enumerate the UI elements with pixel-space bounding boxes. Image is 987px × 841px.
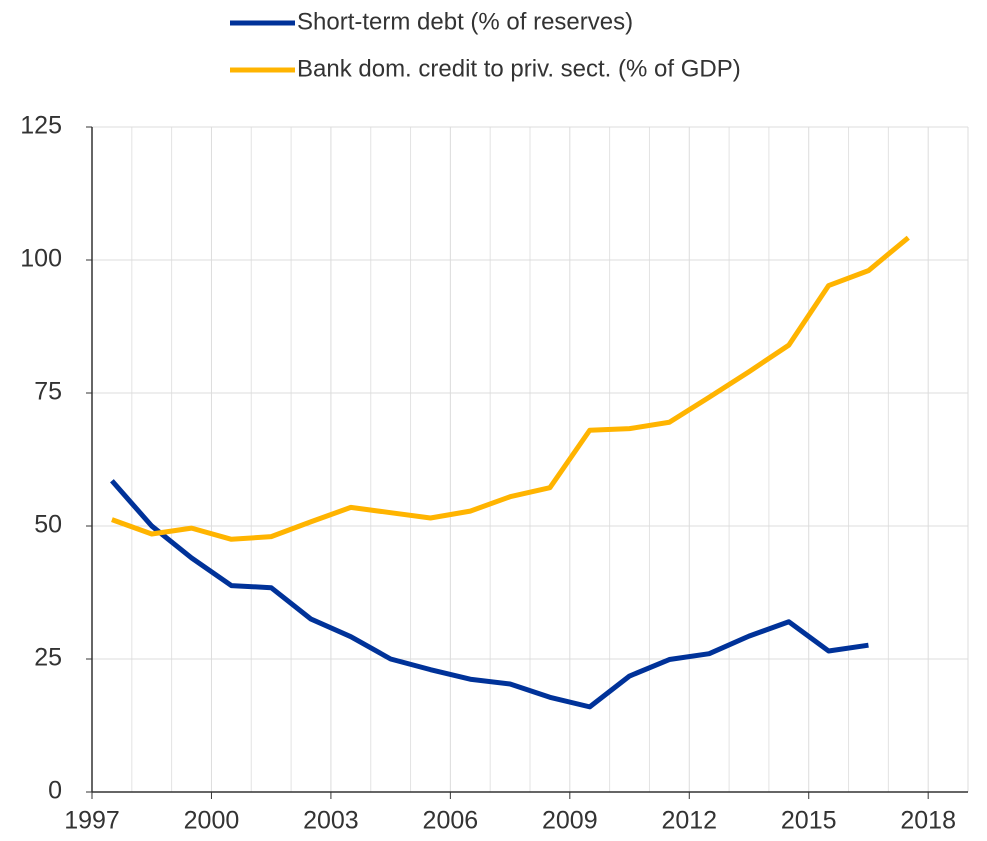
series-line <box>111 235 910 542</box>
y-tick-label: 125 <box>20 112 62 140</box>
series-line <box>110 479 869 710</box>
x-tick-label: 1997 <box>64 807 120 835</box>
y-tick-label: 50 <box>34 511 62 539</box>
x-tick-label: 2012 <box>661 807 717 835</box>
y-tick-label: 25 <box>34 644 62 672</box>
legend-label: Bank dom. credit to priv. sect. (% of GD… <box>297 55 741 82</box>
x-tick-label: 2006 <box>423 807 479 835</box>
legend-label: Short-term debt (% of reserves) <box>297 8 633 35</box>
y-tick-label: 75 <box>34 378 62 406</box>
x-tick-label: 2015 <box>781 807 837 835</box>
y-tick-label: 100 <box>20 245 62 273</box>
x-tick-label: 2003 <box>303 807 359 835</box>
x-tick-label: 2000 <box>184 807 240 835</box>
x-tick-label: 2018 <box>900 807 956 835</box>
x-tick-label: 2009 <box>542 807 598 835</box>
y-tick-label: 0 <box>48 777 62 805</box>
